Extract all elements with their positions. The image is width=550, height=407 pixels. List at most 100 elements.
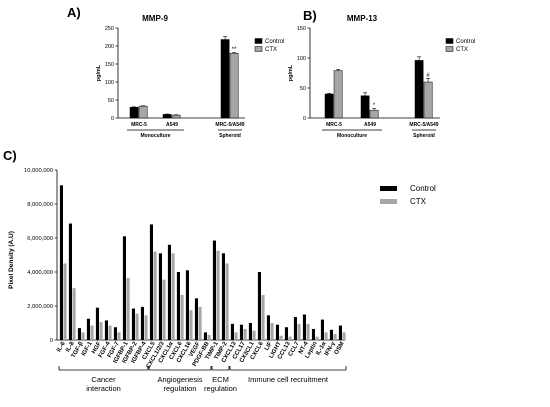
bar-ctx-9 [144, 315, 148, 340]
bar-ctx-2 [229, 52, 239, 119]
bar-control-8 [131, 308, 135, 340]
y-tick-label: 10,000,000 [24, 168, 53, 174]
bar-control-18 [221, 253, 225, 340]
group-label: interaction [86, 384, 121, 393]
y-tick-label: 2,000,000 [27, 304, 53, 310]
legend-label-control: Control [456, 39, 475, 45]
bar-ctx-18 [225, 263, 229, 340]
panel-a-chart: A) MMP-9 0 50 100 150 200 250 pg/mL MRC-5 A549 MR… [67, 5, 284, 139]
bar-ctx-24 [279, 335, 283, 340]
bar-control-3 [86, 318, 90, 340]
bar-control-22 [257, 272, 261, 340]
bar-control-11 [158, 253, 162, 340]
y-tick-label: 200 [105, 44, 114, 50]
y-tick-label: 0 [50, 338, 53, 344]
bar-ctx-23 [270, 323, 274, 340]
bar-ctx-11 [162, 279, 166, 340]
bar-ctx-31 [342, 332, 346, 340]
bar-ctx-15 [198, 306, 202, 340]
group-label: Spheroid [413, 133, 435, 139]
bar-control-1 [68, 223, 72, 340]
bar-ctx-20 [243, 328, 247, 340]
group-label: Immune cell recruitment [248, 375, 329, 384]
bar-ctx-8 [135, 313, 139, 340]
bar-ctx-30 [333, 334, 337, 340]
panel-a-letter: A) [67, 5, 81, 20]
y-axis-label: pg/mL [96, 64, 102, 81]
x-category-label: OSM [334, 341, 346, 356]
x-category-label: MRC-5 [326, 122, 342, 128]
panel-b-chart: B) MMP-13 0 50 100 150 pg/mL MRC-5 A549 MRC-5/A… [288, 8, 475, 139]
bar-control-4 [95, 307, 99, 340]
bar-control-29 [320, 319, 324, 340]
bar-ctx-2 [81, 332, 85, 340]
bar-control-19 [230, 323, 234, 340]
bar-control-5 [104, 320, 108, 340]
bar-control-16 [203, 332, 207, 340]
bar-ctx-12 [171, 253, 175, 340]
y-tick-label: 8,000,000 [27, 202, 53, 208]
bar-ctx-28 [315, 336, 319, 340]
bar-control-12 [167, 244, 171, 340]
x-category-label: A549 [166, 122, 178, 128]
bar-control-27 [302, 314, 306, 340]
bar-ctx-14 [189, 310, 193, 340]
panel-c-letter: C) [3, 148, 17, 163]
x-category-label: MRC-5/A549 [409, 122, 438, 128]
bar-control-2 [77, 328, 81, 340]
group-label: regulation [204, 384, 237, 393]
y-tick-label: 250 [105, 26, 114, 32]
bar-ctx-22 [261, 294, 265, 340]
bar-control-25 [284, 327, 288, 340]
bar-control-10 [149, 224, 153, 340]
legend-label-control: Control [265, 39, 284, 45]
bar-control-31 [338, 325, 342, 340]
legend-swatch-control [445, 38, 454, 44]
group-label: Monoculture [141, 133, 171, 139]
bar-ctx-3 [90, 325, 94, 340]
bar-ctx-10 [153, 251, 157, 340]
bar-ctx-26 [297, 323, 301, 340]
bar-ctx-27 [306, 323, 310, 340]
bar-ctx-7 [126, 277, 130, 340]
x-category-label: LIF [264, 341, 274, 352]
y-tick-label: 150 [105, 62, 114, 68]
bar-ctx-13 [180, 294, 184, 340]
bar-control-2 [414, 60, 424, 119]
bar-control-14 [185, 270, 189, 340]
legend-label-control: Control [410, 184, 436, 193]
bar-ctx-25 [288, 336, 292, 340]
y-tick-label: 6,000,000 [27, 236, 53, 242]
bar-control-0 [59, 185, 63, 340]
bar-ctx-1 [72, 288, 76, 340]
legend-label-ctx: CTX [265, 47, 277, 53]
x-category-label: A549 [364, 122, 376, 128]
bar-control-1 [360, 95, 370, 119]
bar-ctx-2 [423, 81, 433, 119]
y-tick-label: 0 [111, 116, 114, 122]
group-label: regulation [164, 384, 197, 393]
bar-control-0 [324, 93, 334, 119]
y-tick-label: 50 [108, 98, 114, 104]
bar-ctx-5 [108, 325, 112, 340]
y-axis-label: Pixel Density (A.U) [8, 231, 15, 289]
x-category-label: HGF [91, 341, 103, 355]
panel-a-title: MMP-9 [142, 14, 168, 23]
legend-swatch-ctx [254, 46, 263, 52]
bar-control-26 [293, 317, 297, 340]
group-label: ECM [212, 375, 229, 384]
y-tick-label: 50 [300, 86, 306, 92]
y-tick-label: 100 [297, 56, 306, 62]
bar-control-2 [220, 39, 230, 119]
legend-swatch-ctx [445, 46, 454, 52]
bar-control-13 [176, 272, 180, 340]
bar-ctx-16 [207, 334, 211, 340]
bar-ctx-0 [138, 105, 148, 119]
legend-swatch-ctx [380, 199, 397, 204]
group-label: Cancer [91, 375, 116, 384]
bar-ctx-19 [234, 332, 238, 340]
bar-control-24 [275, 324, 279, 340]
significance-marker: # [426, 73, 430, 79]
group-label: Monoculture [337, 133, 367, 139]
